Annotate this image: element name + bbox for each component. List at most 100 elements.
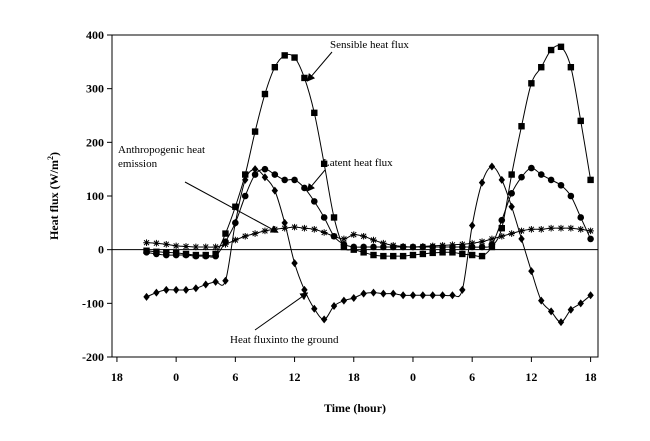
annotation-label-sensible-heat-flux: Sensible heat flux: [330, 39, 409, 51]
x-tick-label: 6: [232, 370, 238, 384]
data-point-anthropogenic-heat-emission: [261, 227, 269, 235]
data-point-latent-heat-flux: [350, 243, 358, 251]
data-point-latent-heat-flux: [587, 235, 594, 243]
data-point-anthropogenic-heat-emission: [449, 241, 456, 249]
data-point-sensible-heat-flux: [330, 214, 338, 221]
y-tick-label: -200: [82, 350, 104, 364]
annotation-label-anthropogenic-heat-emission: Anthropogenic heat: [118, 144, 205, 156]
data-point-sensible-heat-flux: [301, 74, 308, 82]
data-point-sensible-heat-flux: [419, 250, 427, 258]
data-point-anthropogenic-heat-emission: [192, 243, 200, 251]
data-point-anthropogenic-heat-emission: [241, 232, 249, 240]
data-point-sensible-heat-flux: [518, 123, 525, 130]
data-point-anthropogenic-heat-emission: [162, 241, 170, 248]
data-point-heat-fluxinto-the-ground: [557, 318, 565, 327]
data-point-latent-heat-flux: [360, 243, 367, 251]
data-point-anthropogenic-heat-emission: [143, 239, 150, 246]
data-point-anthropogenic-heat-emission: [557, 224, 565, 232]
data-point-anthropogenic-heat-emission: [182, 243, 190, 250]
data-point-latent-heat-flux: [508, 190, 515, 197]
data-point-anthropogenic-heat-emission: [320, 229, 328, 236]
data-point-anthropogenic-heat-emission: [488, 235, 496, 243]
data-point-sensible-heat-flux: [380, 252, 387, 260]
data-point-sensible-heat-flux: [508, 171, 515, 178]
plot-area: [111, 34, 599, 358]
data-point-latent-heat-flux: [577, 214, 585, 221]
data-point-heat-fluxinto-the-ground: [172, 285, 180, 294]
data-point-anthropogenic-heat-emission: [409, 243, 417, 251]
data-point-anthropogenic-heat-emission: [291, 223, 298, 231]
annotation-label-heat-fluxinto-the-ground: Heat fluxinto the ground: [230, 334, 339, 346]
data-point-heat-fluxinto-the-ground: [409, 291, 417, 300]
data-point-heat-fluxinto-the-ground: [182, 285, 190, 294]
data-point-sensible-heat-flux: [439, 249, 446, 256]
data-point-heat-fluxinto-the-ground: [547, 307, 555, 316]
annotation-arrow-sensible-heat-flux: [306, 51, 333, 82]
y-tick-label: 400: [86, 28, 104, 42]
data-point-latent-heat-flux: [301, 184, 308, 192]
data-point-heat-fluxinto-the-ground: [577, 299, 584, 308]
data-point-heat-fluxinto-the-ground: [390, 289, 397, 298]
data-point-sensible-heat-flux: [232, 203, 239, 210]
x-tick-label: 12: [525, 370, 537, 384]
data-point-anthropogenic-heat-emission: [281, 224, 288, 232]
data-point-anthropogenic-heat-emission: [310, 225, 318, 233]
data-point-latent-heat-flux: [251, 171, 259, 178]
data-point-latent-heat-flux: [291, 176, 298, 184]
data-point-sensible-heat-flux: [281, 52, 288, 59]
data-point-sensible-heat-flux: [577, 117, 584, 125]
data-point-sensible-heat-flux: [311, 109, 318, 117]
y-axis-title-main: Heat flux (W/m: [47, 160, 61, 240]
data-point-anthropogenic-heat-emission: [587, 227, 594, 235]
data-point-anthropogenic-heat-emission: [212, 243, 219, 251]
data-point-anthropogenic-heat-emission: [468, 239, 476, 247]
y-axis-title: Heat flux (W/m2): [46, 152, 61, 240]
data-point-anthropogenic-heat-emission: [222, 241, 229, 248]
data-point-anthropogenic-heat-emission: [498, 232, 506, 240]
data-point-latent-heat-flux: [557, 181, 565, 189]
y-tick-label: 100: [86, 189, 104, 203]
series-line-anthropogenic-heat-emission: [146, 226, 591, 248]
data-point-anthropogenic-heat-emission: [399, 243, 407, 250]
data-point-heat-fluxinto-the-ground: [528, 267, 535, 276]
data-point-anthropogenic-heat-emission: [567, 224, 575, 232]
data-point-latent-heat-flux: [162, 251, 170, 259]
y-tick-label: 200: [86, 135, 104, 149]
data-point-heat-fluxinto-the-ground: [301, 285, 308, 294]
data-point-latent-heat-flux: [340, 241, 348, 248]
data-point-heat-fluxinto-the-ground: [498, 175, 505, 184]
data-point-anthropogenic-heat-emission: [251, 230, 259, 237]
data-point-heat-fluxinto-the-ground: [360, 289, 367, 298]
data-point-latent-heat-flux: [310, 198, 318, 205]
data-point-anthropogenic-heat-emission: [350, 231, 358, 238]
data-point-heat-fluxinto-the-ground: [271, 186, 279, 195]
data-point-heat-fluxinto-the-ground: [251, 165, 259, 174]
data-point-sensible-heat-flux: [459, 250, 466, 258]
data-point-anthropogenic-heat-emission: [419, 243, 427, 250]
data-point-heat-fluxinto-the-ground: [449, 291, 456, 300]
data-point-sensible-heat-flux: [390, 252, 397, 260]
data-point-anthropogenic-heat-emission: [429, 242, 437, 250]
data-point-heat-fluxinto-the-ground: [340, 296, 348, 305]
data-point-latent-heat-flux: [498, 216, 506, 224]
data-point-anthropogenic-heat-emission: [330, 232, 338, 240]
data-point-heat-fluxinto-the-ground: [419, 291, 427, 300]
data-point-anthropogenic-heat-emission: [380, 239, 387, 247]
data-point-heat-fluxinto-the-ground: [538, 296, 545, 305]
data-point-anthropogenic-heat-emission: [301, 224, 308, 232]
data-point-sensible-heat-flux: [478, 252, 486, 260]
data-point-anthropogenic-heat-emission: [508, 230, 515, 237]
data-point-anthropogenic-heat-emission: [232, 236, 239, 244]
data-point-heat-fluxinto-the-ground: [439, 291, 446, 300]
data-point-sensible-heat-flux: [251, 128, 259, 135]
data-point-heat-fluxinto-the-ground: [508, 202, 515, 211]
data-point-anthropogenic-heat-emission: [360, 232, 367, 240]
data-point-sensible-heat-flux: [547, 46, 555, 54]
annotation-arrow-heat-fluxinto-the-ground: [254, 292, 309, 331]
data-point-anthropogenic-heat-emission: [478, 238, 486, 245]
data-point-heat-fluxinto-the-ground: [143, 292, 150, 301]
data-point-anthropogenic-heat-emission: [153, 239, 160, 247]
data-point-sensible-heat-flux: [468, 251, 476, 259]
data-point-anthropogenic-heat-emission: [537, 225, 545, 233]
